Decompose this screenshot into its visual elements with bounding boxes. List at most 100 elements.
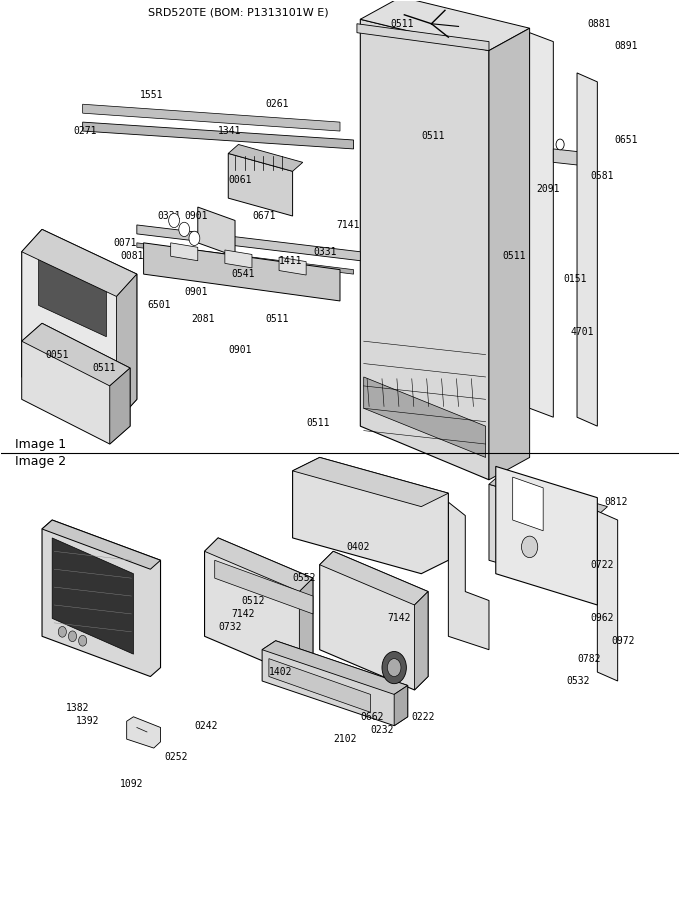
Text: 0891: 0891	[614, 41, 638, 51]
Text: SRD520TE (BOM: P1313101W E): SRD520TE (BOM: P1313101W E)	[148, 8, 328, 18]
Polygon shape	[360, 19, 489, 480]
Text: 0511: 0511	[503, 251, 526, 261]
Text: 0541: 0541	[232, 269, 255, 279]
Text: 7142: 7142	[388, 614, 411, 623]
Text: 0252: 0252	[164, 752, 188, 762]
Polygon shape	[394, 685, 408, 726]
Polygon shape	[22, 230, 137, 422]
Circle shape	[169, 213, 180, 228]
Text: 0881: 0881	[588, 19, 611, 29]
Polygon shape	[577, 73, 597, 426]
Polygon shape	[228, 144, 303, 171]
Text: 0511: 0511	[422, 131, 445, 141]
Text: Image 1: Image 1	[15, 439, 66, 451]
Polygon shape	[137, 243, 354, 274]
Text: 4701: 4701	[571, 327, 594, 337]
Polygon shape	[320, 552, 428, 605]
Text: 1341: 1341	[218, 126, 241, 136]
Text: 0232: 0232	[371, 725, 394, 736]
Text: 1411: 1411	[279, 256, 303, 266]
Polygon shape	[116, 274, 137, 422]
Text: 0662: 0662	[360, 711, 384, 722]
Circle shape	[388, 658, 401, 676]
Text: 0402: 0402	[347, 542, 371, 552]
Polygon shape	[198, 207, 235, 257]
Text: 0722: 0722	[590, 560, 614, 570]
Polygon shape	[225, 250, 252, 268]
Polygon shape	[228, 153, 292, 216]
Text: Image 2: Image 2	[15, 456, 66, 468]
Text: 0261: 0261	[265, 100, 289, 109]
Polygon shape	[137, 225, 360, 261]
Polygon shape	[22, 323, 130, 386]
Text: 0732: 0732	[218, 623, 241, 632]
Text: 0242: 0242	[194, 720, 218, 731]
Polygon shape	[415, 592, 428, 690]
Polygon shape	[42, 520, 160, 570]
Text: 2081: 2081	[191, 314, 214, 324]
Polygon shape	[448, 502, 489, 649]
Text: 0071: 0071	[113, 238, 137, 248]
Polygon shape	[279, 257, 306, 275]
Circle shape	[69, 631, 77, 641]
Text: 0512: 0512	[242, 596, 265, 605]
Text: 0061: 0061	[228, 175, 252, 186]
Text: 0651: 0651	[614, 135, 638, 145]
Polygon shape	[205, 538, 313, 592]
Polygon shape	[489, 28, 530, 480]
Polygon shape	[269, 658, 371, 712]
Circle shape	[58, 626, 67, 637]
Circle shape	[179, 222, 190, 237]
Text: 1551: 1551	[140, 91, 164, 100]
Text: 0972: 0972	[611, 636, 634, 646]
Text: 0581: 0581	[590, 170, 614, 181]
Text: 0782: 0782	[577, 654, 600, 664]
Text: 1402: 1402	[269, 667, 292, 677]
Polygon shape	[292, 457, 448, 574]
Text: 0511: 0511	[391, 19, 414, 29]
Text: 0271: 0271	[74, 126, 97, 136]
Polygon shape	[489, 484, 597, 592]
Polygon shape	[39, 257, 106, 336]
Polygon shape	[42, 520, 160, 676]
Text: 7142: 7142	[232, 609, 255, 619]
Polygon shape	[109, 368, 130, 444]
Text: 0081: 0081	[120, 251, 143, 261]
Polygon shape	[364, 377, 486, 457]
Text: 1382: 1382	[66, 703, 89, 713]
Polygon shape	[299, 579, 313, 676]
Polygon shape	[205, 538, 313, 676]
Text: 0331: 0331	[157, 211, 181, 221]
Polygon shape	[496, 466, 597, 605]
Text: 0552: 0552	[292, 573, 316, 583]
Text: 1392: 1392	[76, 716, 99, 727]
Text: 0962: 0962	[590, 614, 614, 623]
Circle shape	[382, 651, 407, 684]
Text: 1092: 1092	[120, 779, 143, 788]
Text: 0901: 0901	[184, 287, 207, 297]
Polygon shape	[357, 23, 489, 50]
Polygon shape	[171, 243, 198, 261]
Circle shape	[556, 139, 564, 150]
Circle shape	[79, 635, 87, 646]
Polygon shape	[513, 477, 543, 531]
Polygon shape	[215, 561, 313, 614]
Polygon shape	[489, 475, 607, 516]
Polygon shape	[262, 640, 408, 726]
Polygon shape	[530, 32, 554, 417]
Polygon shape	[126, 717, 160, 748]
Text: 2091: 2091	[537, 184, 560, 194]
Text: 0151: 0151	[564, 274, 587, 283]
Polygon shape	[83, 122, 354, 149]
Text: 0812: 0812	[604, 497, 628, 507]
Polygon shape	[22, 323, 130, 444]
Polygon shape	[83, 104, 340, 131]
Text: 0511: 0511	[265, 314, 289, 324]
Text: 0901: 0901	[228, 345, 252, 355]
Polygon shape	[360, 0, 530, 50]
Polygon shape	[22, 230, 137, 297]
Polygon shape	[554, 149, 594, 167]
Circle shape	[189, 231, 200, 246]
Text: 0331: 0331	[313, 247, 337, 257]
Text: 0532: 0532	[567, 676, 590, 686]
